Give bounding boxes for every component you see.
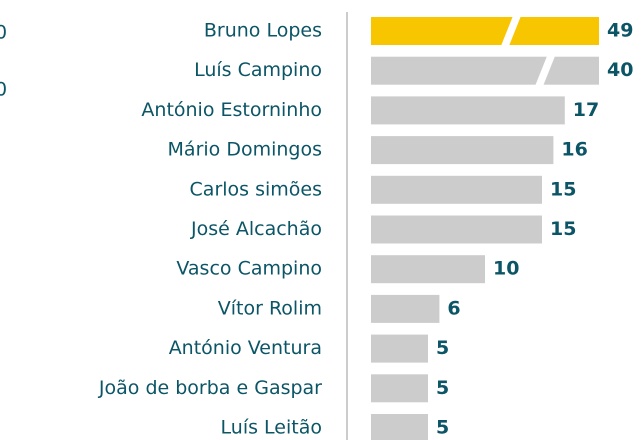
cut-annotation: 0	[0, 79, 7, 101]
value-label: 49	[607, 20, 633, 42]
value-label: 10	[493, 258, 519, 280]
value-label: 5	[436, 417, 449, 439]
bar	[371, 56, 599, 85]
category-label: Vasco Campino	[176, 258, 322, 280]
category-label: João de borba e Gaspar	[98, 377, 322, 399]
category-label: José Alcachão	[190, 218, 322, 240]
value-label: 5	[436, 337, 449, 359]
axis-break	[535, 55, 556, 86]
bar	[371, 294, 440, 323]
value-label: 15	[550, 218, 576, 240]
category-label: Mário Domingos	[168, 139, 322, 161]
category-label: Bruno Lopes	[204, 20, 322, 42]
bar	[371, 374, 428, 403]
category-label: Vítor Rolim	[218, 297, 322, 319]
bar	[371, 17, 599, 45]
value-label: 40	[607, 59, 633, 81]
category-label: Luís Campino	[194, 59, 322, 81]
value-label: 5	[436, 377, 449, 399]
bar	[371, 255, 485, 284]
axis-break	[500, 16, 521, 46]
value-label: 16	[561, 139, 587, 161]
bar	[371, 414, 428, 440]
cut-annotation: 0	[0, 22, 7, 44]
category-label: Carlos simões	[190, 178, 322, 200]
bar	[371, 215, 542, 244]
value-label: 15	[550, 178, 576, 200]
bar	[371, 334, 428, 363]
category-label: António Estorninho	[141, 99, 322, 121]
category-label: Luís Leitão	[221, 417, 322, 439]
value-label: 6	[447, 297, 460, 319]
category-label: António Ventura	[169, 337, 322, 359]
bar	[371, 96, 565, 125]
bar	[371, 175, 542, 204]
value-label: 17	[573, 99, 599, 121]
bar	[371, 136, 554, 165]
